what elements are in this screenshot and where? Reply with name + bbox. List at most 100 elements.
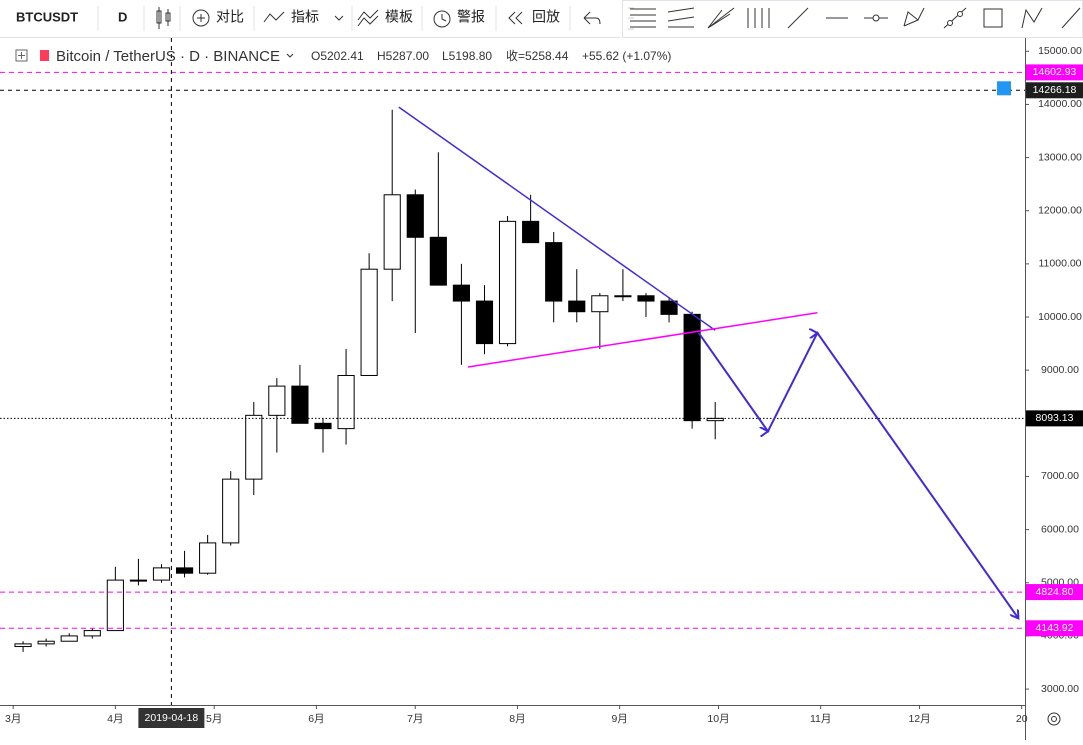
- tool-icon[interactable]: [787, 7, 809, 29]
- tool-icon[interactable]: [947, 20, 953, 26]
- undo-icon[interactable]: [583, 11, 601, 25]
- y-tick-label: 14000.00: [1038, 98, 1082, 110]
- candle-body: [175, 567, 194, 574]
- tool-icon[interactable]: [1061, 7, 1081, 29]
- toolbar-item[interactable]: 对比: [216, 9, 244, 25]
- toolbar-item[interactable]: 模板: [385, 9, 413, 25]
- price-tag: [1026, 82, 1083, 99]
- legend-close: 收=5258.44: [506, 49, 569, 63]
- candle-icon[interactable]: [156, 7, 171, 29]
- collapse-icon[interactable]: [18, 52, 25, 59]
- candle-body: [637, 295, 655, 302]
- candle-body: [522, 220, 540, 244]
- crosshair-date: 2019-04-18: [145, 712, 199, 724]
- candle-body: [429, 236, 447, 286]
- y-tick-label: 13000.00: [1038, 151, 1082, 163]
- price-tag-label: 14266.18: [1033, 84, 1077, 96]
- x-tick-label: 9月: [611, 713, 627, 725]
- candle-body: [383, 194, 401, 270]
- candle-body: [106, 579, 124, 632]
- candle-body: [14, 643, 32, 648]
- candle-body: [268, 385, 286, 416]
- symbol[interactable]: BTCUSDT: [16, 9, 78, 24]
- y-tick-label: 9000.00: [1041, 364, 1079, 376]
- candle-body: [498, 220, 517, 345]
- y-tick-label: 10000.00: [1038, 311, 1082, 323]
- y-tick-label: 6000.00: [1041, 523, 1079, 535]
- candle-body: [152, 567, 171, 581]
- tool-icon[interactable]: [747, 8, 770, 28]
- trend-line: [398, 106, 716, 331]
- plot-area: 3000.004000.005000.006000.007000.008000.…: [0, 38, 1083, 740]
- candle-body: [406, 194, 424, 238]
- tool-icon[interactable]: [957, 11, 963, 17]
- indicator-icon[interactable]: [263, 11, 285, 23]
- tool-icon[interactable]: [707, 7, 735, 29]
- candle-body: [314, 422, 332, 430]
- y-tick-label: 3000.00: [1041, 683, 1079, 695]
- price-tag: [1026, 410, 1083, 427]
- interval[interactable]: D: [118, 9, 127, 24]
- candle-body: [660, 300, 678, 315]
- tool-icon[interactable]: [903, 7, 925, 27]
- candle-body: [683, 313, 701, 422]
- x-tick-label: 6月: [308, 713, 324, 725]
- settings-icon[interactable]: [1047, 712, 1061, 726]
- tool-icon[interactable]: [630, 8, 656, 28]
- dropdown-icon[interactable]: [334, 15, 344, 21]
- trend-line: [467, 312, 818, 368]
- tool-icon[interactable]: [1021, 7, 1043, 29]
- legend: Bitcoin / TetherUS · D · BINANCE O5202.4…: [15, 48, 671, 65]
- alert-icon[interactable]: [433, 10, 451, 28]
- candle-body: [199, 542, 217, 574]
- add-button: [997, 81, 1011, 96]
- dropdown-icon[interactable]: [286, 53, 294, 58]
- legend-high: H5287.00: [377, 49, 429, 63]
- candle-body: [452, 284, 470, 302]
- price-tag-label: 14602.93: [1033, 66, 1077, 78]
- x-tick-label: 12月: [908, 713, 930, 725]
- drawing-toolbar: [622, 0, 1083, 38]
- candle-body: [360, 268, 378, 376]
- legend-low: L5198.80: [442, 49, 492, 63]
- price-tag-label: 4143.92: [1036, 622, 1074, 634]
- y-tick-label: 11000.00: [1038, 258, 1081, 270]
- collapse-icon[interactable]: [15, 49, 28, 62]
- candle-body: [222, 478, 240, 544]
- x-tick-label: 7月: [407, 713, 423, 725]
- x-tick-label: 20: [1016, 713, 1028, 725]
- candle-body: [545, 242, 563, 302]
- legend-title: Bitcoin / TetherUS · D · BINANCE: [56, 48, 280, 65]
- price-tag-label: 4824.80: [1036, 586, 1074, 598]
- tool-icon[interactable]: [872, 14, 880, 22]
- toolbar-item[interactable]: 指标: [291, 9, 319, 25]
- forecast-arrow: [697, 333, 1019, 618]
- y-tick-label: 12000.00: [1038, 205, 1082, 217]
- tool-icon[interactable]: [667, 7, 695, 28]
- y-tick-label: 7000.00: [1041, 470, 1079, 482]
- price-tag: [1026, 620, 1083, 637]
- replay-icon[interactable]: [508, 11, 523, 25]
- color-chip: [40, 50, 49, 61]
- toolbar-item[interactable]: 回放: [532, 9, 560, 25]
- candle-body: [37, 640, 55, 645]
- candle-body: [614, 295, 632, 298]
- candle-body: [129, 579, 147, 582]
- x-tick-label: 10月: [707, 713, 729, 725]
- candle-body: [60, 635, 78, 642]
- x-tick-label: 3月: [5, 713, 21, 725]
- template-icon[interactable]: [357, 9, 379, 27]
- x-tick-label: 8月: [509, 713, 525, 725]
- x-tick-label: 4月: [107, 713, 123, 725]
- toolbar-item[interactable]: 警报: [457, 9, 485, 25]
- compare-icon[interactable]: [192, 9, 210, 27]
- x-tick-label: 11月: [810, 713, 831, 725]
- candle-body: [591, 295, 609, 313]
- tool-icon[interactable]: [983, 8, 1003, 28]
- candle-body: [83, 630, 101, 637]
- candle-body: [475, 300, 494, 345]
- price-tag: [1026, 64, 1083, 81]
- crosshair-date-box: [138, 708, 205, 728]
